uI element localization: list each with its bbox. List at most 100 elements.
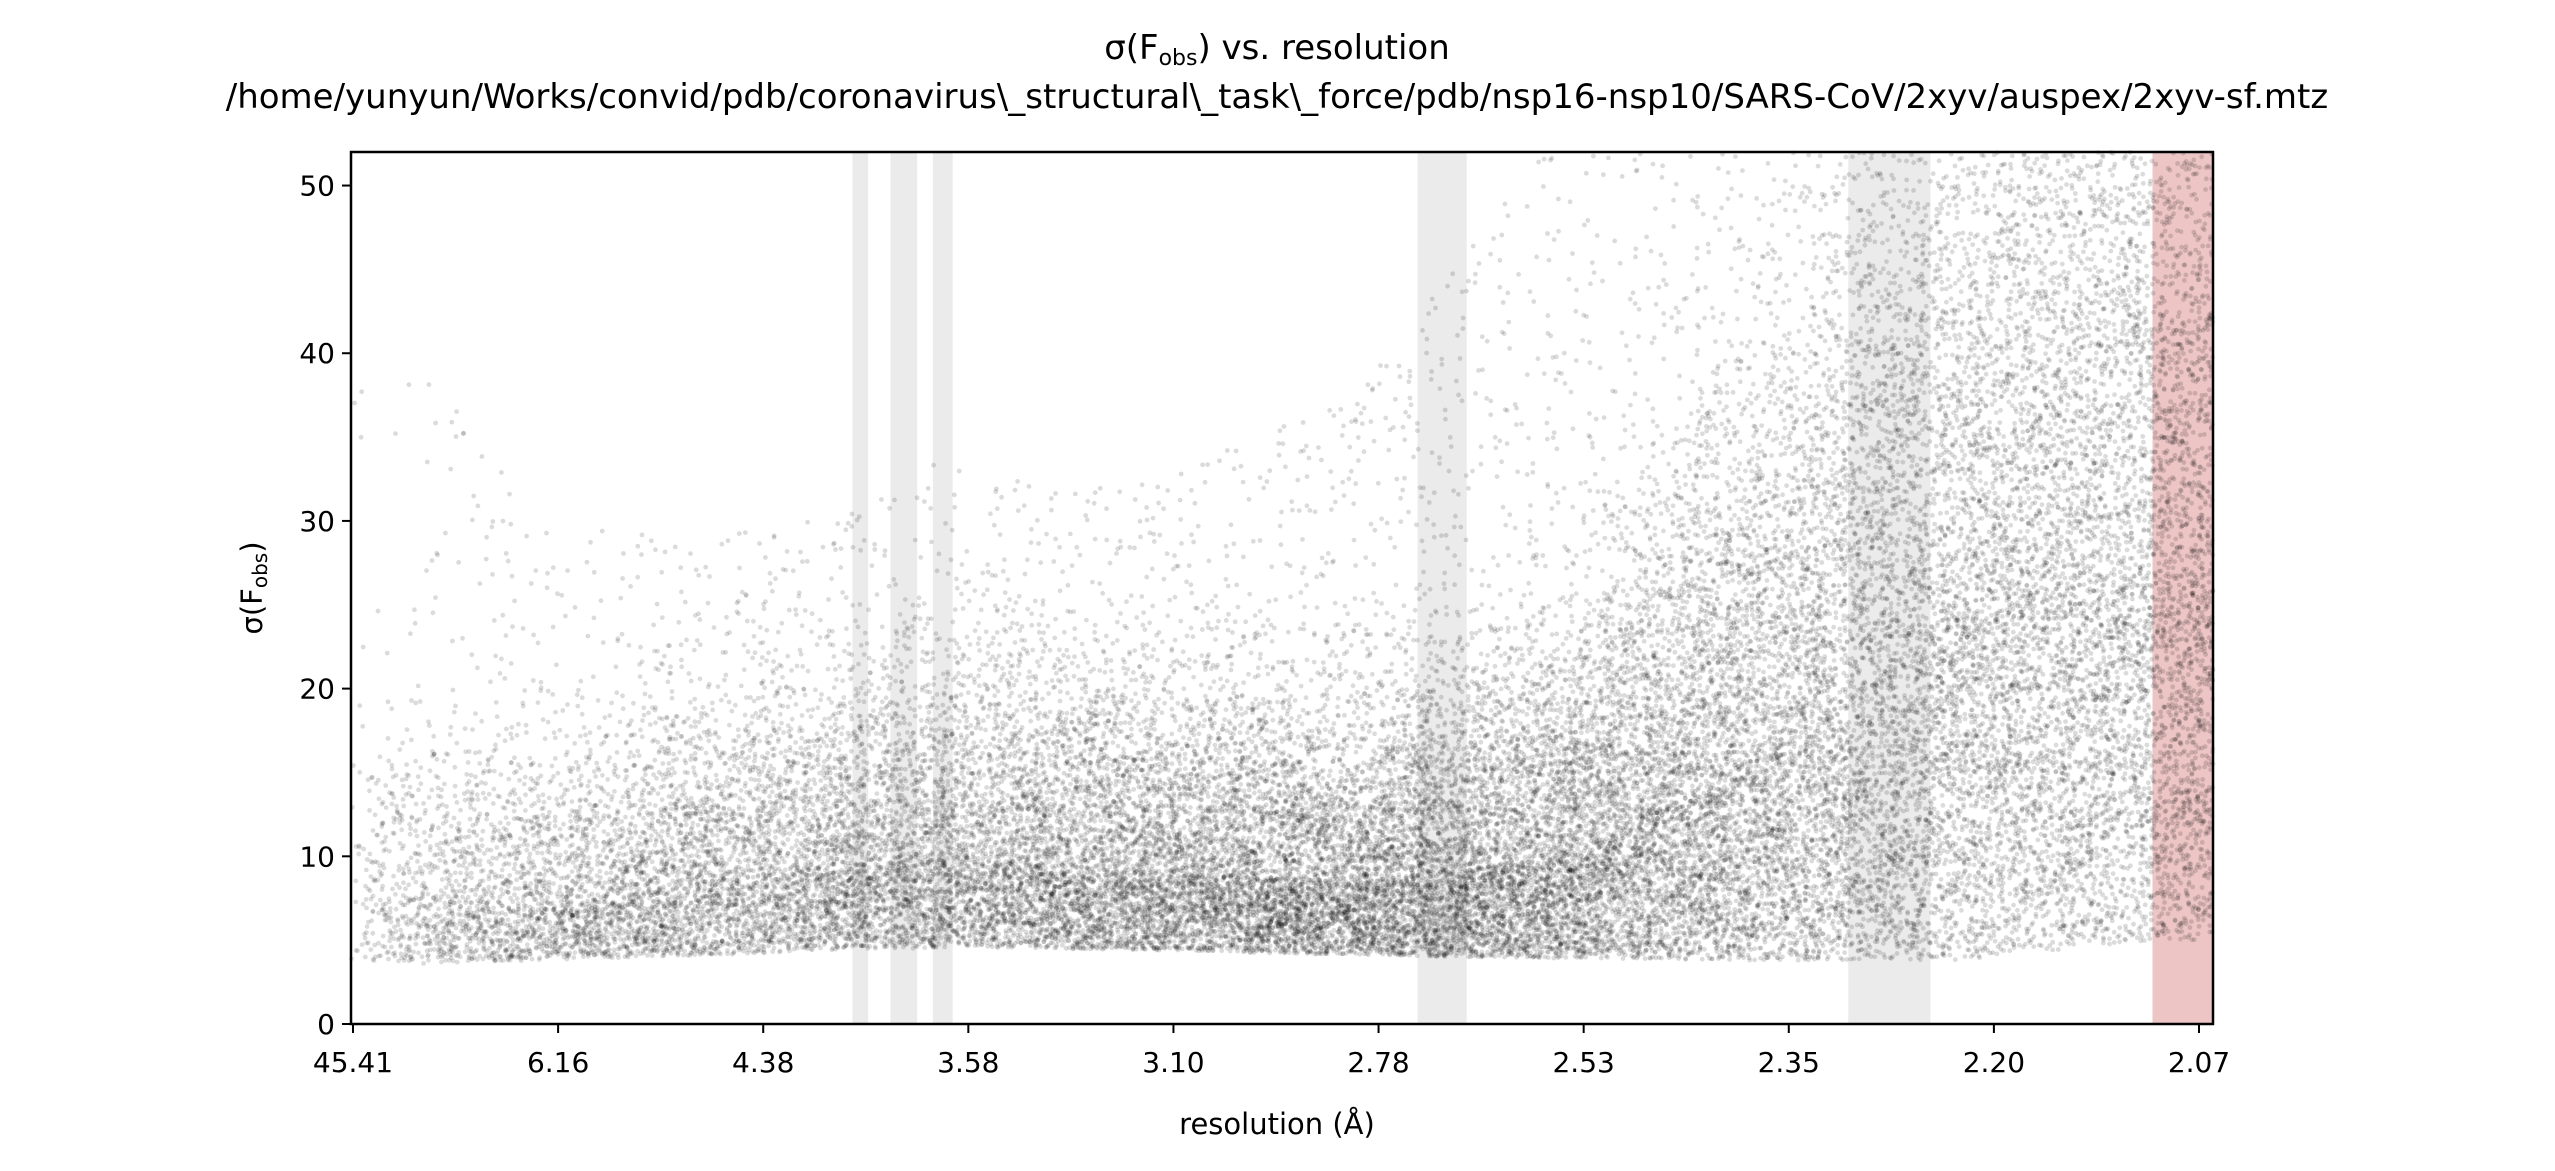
data-point	[1796, 352, 1801, 357]
data-point	[1347, 476, 1352, 481]
data-point	[1749, 469, 1754, 474]
data-point	[1817, 383, 1822, 388]
data-point	[839, 546, 844, 551]
data-point	[2027, 450, 2032, 455]
data-point	[1555, 656, 1560, 661]
data-point	[1962, 246, 1967, 251]
data-point	[1458, 525, 1463, 530]
data-point	[1849, 342, 1854, 347]
data-point	[2034, 185, 2039, 190]
data-point	[2133, 426, 2138, 431]
data-point	[935, 692, 940, 697]
data-point	[1770, 686, 1775, 691]
data-point	[2065, 168, 2070, 173]
data-point	[2170, 651, 2175, 656]
data-point	[1420, 328, 1425, 333]
data-point	[1904, 188, 1909, 193]
data-point	[1522, 593, 1527, 598]
data-point	[1458, 356, 1463, 361]
data-point	[976, 641, 981, 646]
data-point	[2202, 765, 2207, 770]
data-point	[1193, 659, 1198, 664]
data-point	[946, 571, 951, 576]
data-point	[2171, 565, 2176, 570]
data-point	[2009, 467, 2014, 472]
data-point	[1571, 689, 1576, 694]
data-point	[2033, 360, 2038, 365]
data-point	[1858, 326, 1863, 331]
data-point	[1787, 331, 1792, 336]
data-point	[1579, 730, 1584, 735]
data-point	[1845, 640, 1850, 645]
data-point	[454, 434, 459, 439]
data-point	[1871, 764, 1876, 769]
data-point	[2009, 346, 2014, 351]
data-point	[1812, 204, 1817, 209]
data-point	[1515, 469, 1520, 474]
data-point	[1802, 391, 1807, 396]
data-point	[2184, 273, 2189, 278]
data-point	[1806, 828, 1811, 833]
data-point	[692, 719, 697, 724]
data-point	[1823, 950, 1828, 955]
data-point	[2153, 162, 2158, 167]
data-point	[1844, 155, 1849, 160]
data-point	[704, 751, 709, 756]
data-point	[1148, 531, 1153, 536]
data-point	[1656, 623, 1661, 628]
data-point	[490, 519, 495, 524]
data-point	[2198, 901, 2203, 906]
data-point	[1389, 662, 1394, 667]
data-point	[2184, 629, 2189, 634]
data-point	[2207, 739, 2212, 744]
data-point	[2160, 875, 2165, 880]
data-point	[1022, 503, 1027, 508]
data-point	[1724, 622, 1729, 627]
data-point	[1993, 182, 1998, 187]
data-point	[1699, 496, 1704, 501]
data-point	[1969, 829, 1974, 834]
data-point	[1415, 421, 1420, 426]
data-point	[1715, 491, 1720, 496]
data-point	[2200, 840, 2205, 845]
data-point	[2167, 187, 2172, 192]
data-point	[2132, 888, 2137, 893]
data-point	[2114, 236, 2119, 241]
data-point	[2016, 622, 2021, 627]
chart-subtitle: /home/yunyun/Works/convid/pdb/coronaviru…	[226, 77, 2328, 117]
data-point	[508, 522, 513, 527]
data-point	[742, 667, 747, 672]
chart-title: σ(Fobs) vs. resolution	[1104, 28, 1450, 71]
data-point	[966, 657, 971, 662]
data-point	[672, 857, 677, 862]
data-point	[2178, 394, 2183, 399]
data-point	[1879, 842, 1884, 847]
data-point	[1897, 199, 1902, 204]
data-point	[2106, 320, 2111, 325]
data-point	[2200, 561, 2205, 566]
data-point	[1737, 461, 1742, 466]
data-point	[518, 836, 523, 841]
data-point	[2118, 221, 2123, 226]
data-point	[592, 570, 597, 575]
data-point	[2158, 617, 2163, 622]
data-point	[1151, 516, 1156, 521]
data-point	[546, 689, 551, 694]
data-point	[1705, 453, 1710, 458]
data-point	[364, 897, 369, 902]
data-point	[1187, 657, 1192, 662]
data-point	[1527, 528, 1532, 533]
data-point	[627, 755, 632, 760]
data-point	[1115, 638, 1120, 643]
data-point	[1225, 679, 1230, 684]
data-point	[1249, 813, 1254, 818]
data-point	[1356, 716, 1361, 721]
data-point	[833, 667, 838, 672]
data-point	[1329, 507, 1334, 512]
data-point	[667, 761, 672, 766]
data-point	[2204, 284, 2209, 289]
data-point	[1738, 663, 1743, 668]
data-point	[1800, 191, 1805, 196]
data-point	[1997, 420, 2002, 425]
data-point	[1079, 778, 1084, 783]
